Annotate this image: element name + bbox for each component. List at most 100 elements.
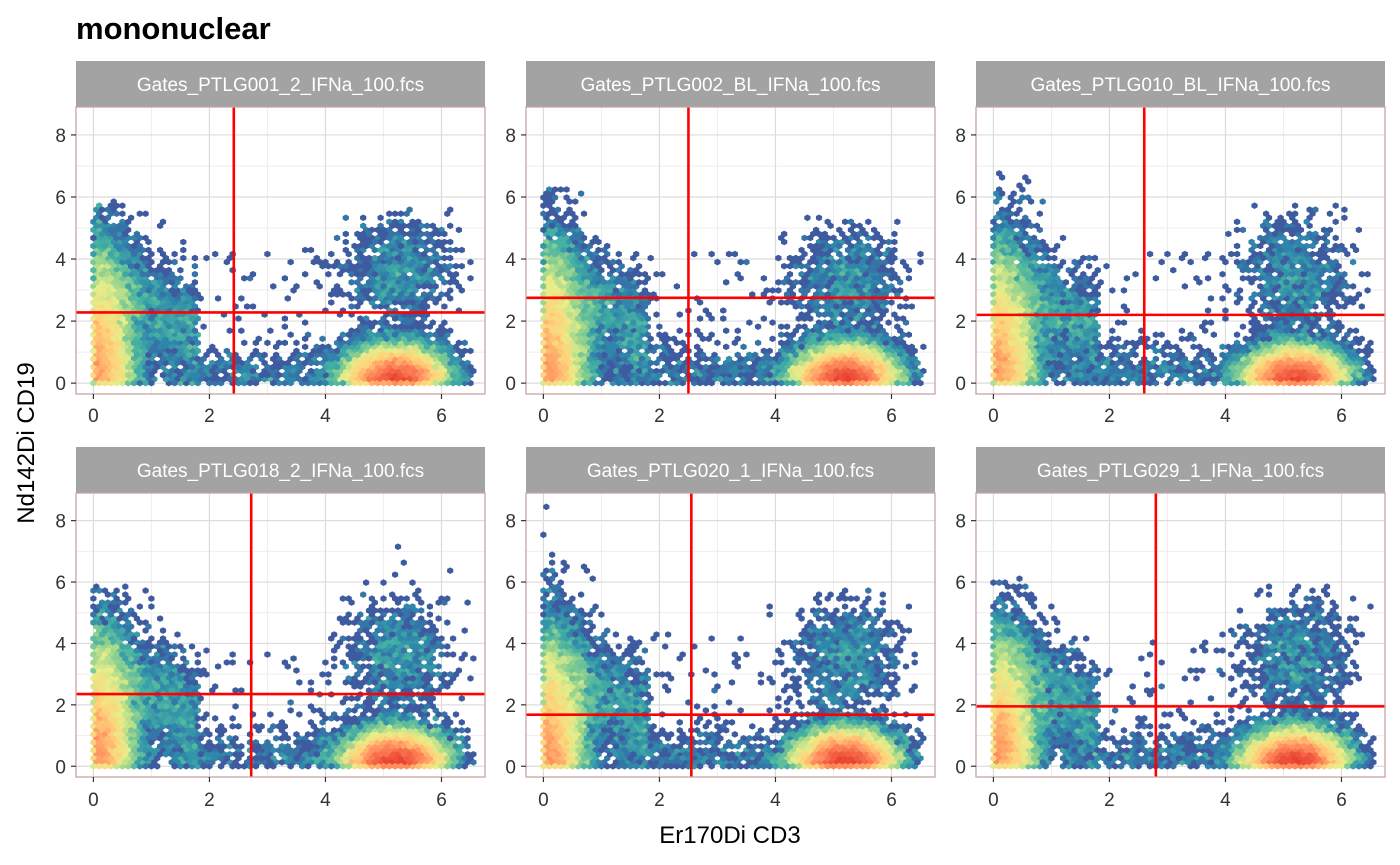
hexbin-cell [130,242,138,250]
hexbin-cell [142,210,149,217]
hexbin-cell [1257,275,1264,282]
hexbin-cell [624,375,631,383]
hexbin-cell [905,275,912,282]
hexbin-cell [598,323,605,330]
hexbin-cell [795,379,802,387]
hexbin-cell [90,275,97,282]
hexbin-cell [1196,279,1203,286]
hexbin-cell [1178,351,1186,359]
hexbin-cell [421,283,428,290]
hexbin-cell [1086,319,1093,326]
hexbin-cell [1283,279,1290,286]
hexbin-cell [1057,262,1064,270]
hexbin-cell [1094,307,1101,314]
hexbin-cell [1097,343,1104,351]
hexbin-cell [1292,363,1299,371]
hexbin-cell [990,218,997,226]
hexbin-cell [615,299,622,306]
hexbin-cell [621,315,628,322]
hexbin-cell [540,242,547,250]
hexbin-cell [380,226,387,234]
hexbin-cell [1286,250,1293,258]
hexbin-cell [775,254,782,262]
hexbin-cell [171,379,178,387]
hexbin-cell [1347,367,1354,375]
hexbin-cell [795,315,802,322]
hexbin-cell [580,242,588,250]
hexbin-cell [917,250,924,258]
hexbin-cell [125,347,132,355]
hexbin-cell [888,299,895,306]
hexbin-cell [113,242,120,250]
hexbin-cell [1338,379,1345,387]
hexbin-cell [873,367,881,375]
hexbin-cell [215,359,222,367]
hexbin-cell [575,315,582,322]
hexbin-cell [818,258,825,266]
hexbin-cell [786,279,794,286]
hexbin-cell [1265,214,1273,222]
y-tick-label: 0 [955,374,966,395]
hexbin-cell [1088,291,1096,298]
hexbin-cell [714,355,721,363]
hexbin-cell [180,295,187,302]
hexbin-cell [885,254,892,262]
hexbin-cell [865,299,872,306]
hexbin-cell [215,351,222,359]
hexbin-cell [322,258,329,266]
hexbin-cell [1181,283,1188,290]
hexbin-cell [1051,327,1058,334]
hexbin-cell [1010,190,1017,197]
hexbin-cell [723,343,730,351]
hexbin-cell [1196,351,1203,359]
hexbin-cell [1155,367,1162,375]
hexbin-cell [1170,371,1177,379]
x-tick-label: 0 [88,406,99,427]
hexbin-cell [302,319,309,326]
hexbin-cell [125,283,132,290]
hexbin-cell [868,254,875,262]
hexbin-cell [1083,355,1090,363]
x-tick-label: 6 [436,406,447,427]
hexbin-cell [136,242,143,250]
hexbin-cell [1158,331,1165,338]
hexbin-cell [624,367,631,375]
hexbin-cell [194,347,201,355]
hexbin-cell [920,343,927,351]
hexbin-cell [1344,299,1351,306]
hexbin-cell [804,311,811,318]
hexbin-cell [342,246,349,254]
hexbin-cell [447,246,454,254]
hexbin-cell [113,323,120,330]
hexbin-cell [1178,359,1186,367]
hexbin-cell [1199,379,1206,387]
hexbin-cell [1321,242,1328,250]
hexbin-cell [1013,218,1020,226]
hexbin-cell [580,355,588,363]
hexbin-cell [1010,319,1017,326]
hexbin-cell [418,343,425,351]
hexbin-cell [999,367,1006,375]
hexbin-cell [1019,291,1026,298]
hexbin-cell [1083,291,1090,298]
hexbin-cell [1297,234,1304,242]
hexbin-cell [783,379,791,387]
hexbin-cell [1123,339,1130,347]
hexbin-cell [130,379,138,387]
facet-strip [76,61,485,107]
hexbin-cell [801,331,808,338]
hexbin-cell [159,258,167,266]
hexbin-cell [844,327,852,334]
hexbin-cell [1332,371,1339,379]
hexbin-cell [1265,230,1273,238]
hexbin-cell [1315,275,1322,282]
hexbin-cell [1321,299,1328,306]
hexbin-cell [589,287,596,294]
hexbin-cell [333,371,341,379]
y-tick-label: 0 [505,374,516,395]
hexbin-cell [1138,359,1145,367]
hexbin-cell [325,270,332,278]
hexbin-cell [618,279,625,286]
